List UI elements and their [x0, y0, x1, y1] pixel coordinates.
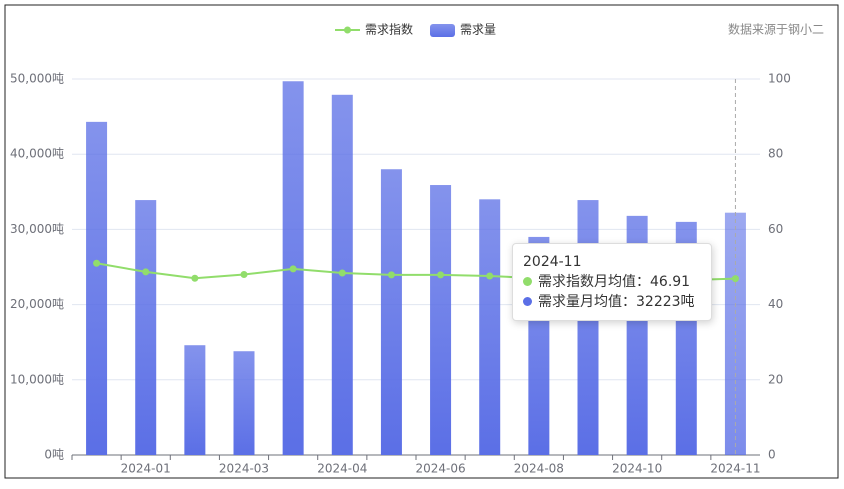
legend-swatch [430, 24, 455, 37]
point [437, 271, 445, 279]
point [387, 271, 395, 279]
x-tick-label: 2024-06 [416, 462, 466, 476]
bar [479, 199, 501, 455]
bar [86, 121, 108, 455]
x-tick-label: 2024-10 [612, 462, 662, 476]
point [93, 259, 101, 267]
y2-tick-label: 100 [768, 72, 791, 86]
tooltip-row: 需求量月均值：32223吨 [523, 292, 701, 312]
tooltip: 2024-11 需求指数月均值：46.91 需求量月均值：32223吨 [512, 243, 712, 321]
tooltip-item: 需求指数月均值：46.91 [538, 274, 691, 290]
x-tick-label: 2024-03 [219, 462, 269, 476]
bar [577, 200, 599, 455]
y-tick-label: 0吨 [44, 448, 64, 462]
y2-tick-label: 60 [768, 222, 783, 236]
bar [184, 345, 206, 455]
x-tick-label: 2024-01 [121, 462, 171, 476]
bar [135, 200, 157, 455]
frame [4, 4, 839, 479]
point [731, 275, 739, 283]
x-tick-label: 2024-08 [514, 462, 564, 476]
bar [380, 169, 402, 456]
point [191, 274, 199, 282]
y2-tick-label: 40 [768, 297, 783, 311]
legend-label: 需求量 [460, 23, 496, 37]
y2-tick-label: 0 [768, 448, 776, 462]
tooltip-title: 2024-11 [523, 254, 582, 270]
y-tick-label: 10,000吨 [10, 372, 64, 386]
y2-tick-label: 20 [768, 372, 783, 386]
legend-dot [344, 26, 351, 34]
point [142, 268, 150, 276]
point [289, 265, 297, 273]
y-tick-label: 20,000吨 [10, 297, 64, 311]
legend-label: 需求指数 [365, 22, 413, 37]
tooltip-row: 需求指数月均值：46.91 [523, 272, 701, 292]
tooltip-item: 需求量月均值：32223吨 [538, 294, 695, 310]
point [338, 269, 346, 277]
y2-tick-label: 80 [768, 147, 783, 161]
y-tick-label: 40,000吨 [10, 147, 64, 161]
tooltip-dot [523, 277, 532, 286]
point [486, 272, 494, 280]
x-tick-label: 2024-04 [317, 462, 367, 476]
y-tick-label: 50,000吨 [10, 72, 64, 86]
bar [233, 351, 255, 455]
bar [430, 185, 452, 456]
source-note: 数据来源于钢小二 [728, 22, 824, 37]
y-tick-label: 30,000吨 [10, 222, 64, 236]
tooltip-dot [523, 297, 532, 306]
x-tick-label: 2024-11 [710, 462, 760, 476]
point [240, 271, 248, 279]
